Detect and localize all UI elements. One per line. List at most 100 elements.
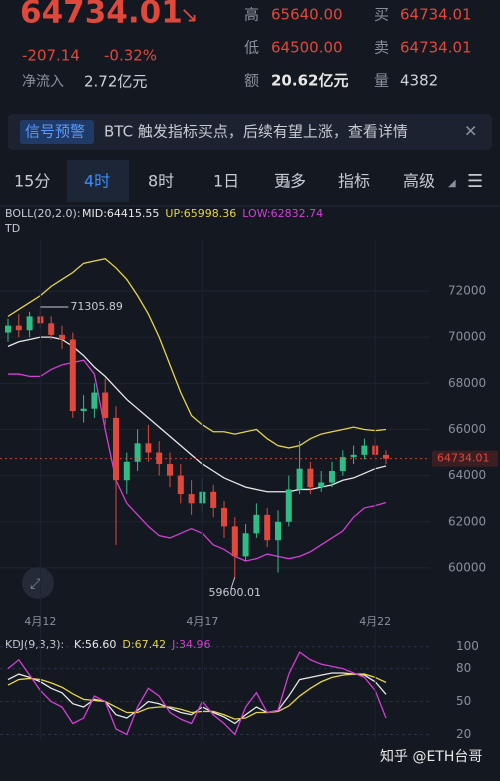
y-tick-label: 72000	[448, 284, 486, 298]
candle-body	[350, 454, 357, 458]
stat-value: 65640.00	[271, 6, 343, 24]
y-tick-label: 20	[456, 727, 471, 741]
candle-body	[285, 489, 292, 522]
y-tick-label: 66000	[448, 422, 486, 436]
dropdown-arrow: ◢	[282, 178, 290, 189]
y-tick-label: 80	[456, 661, 471, 675]
candle-body	[318, 482, 325, 488]
candle-body	[134, 443, 141, 462]
candle-body	[123, 461, 130, 481]
high-annotation: 71305.89	[70, 300, 123, 313]
tab[interactable]: 高级	[403, 172, 435, 191]
tab[interactable]: 8时	[148, 172, 174, 191]
x-tick-label: 4月12	[24, 615, 56, 628]
banner-tag: 信号预警	[25, 123, 85, 141]
zoom-button[interactable]	[22, 567, 54, 599]
y-tick-label: 100	[456, 639, 479, 653]
indicator-line	[7, 672, 387, 725]
stat-label: 高	[244, 6, 259, 24]
candle-body	[113, 417, 119, 481]
banner[interactable]	[8, 114, 492, 150]
candle-body	[339, 457, 346, 471]
candle-body	[26, 316, 33, 331]
candle-body	[296, 468, 303, 490]
y-tick-label: 68000	[448, 376, 486, 390]
legend-entry: MID:64415.55	[82, 207, 159, 220]
candle-body	[307, 468, 314, 488]
current-price-tag	[432, 450, 498, 467]
stat-value: 64500.00	[271, 39, 343, 57]
tab[interactable]: 4时	[84, 172, 110, 191]
stat-label: 额	[244, 72, 259, 90]
price: 64734.01	[20, 0, 183, 31]
candle-body	[5, 325, 11, 333]
tab[interactable]: 指标	[338, 172, 370, 191]
y-tick-label: 62000	[448, 514, 486, 528]
settings-icon[interactable]: ☰	[467, 171, 483, 192]
indicator-title: BOLL(20,2.0):	[5, 207, 81, 220]
candle-body	[102, 392, 109, 418]
indicator-line	[7, 336, 387, 493]
candle-body	[59, 334, 65, 340]
net-inflow-label: 净流入	[22, 74, 64, 90]
candle-body	[69, 339, 76, 411]
stat-value: 64734.01	[400, 39, 472, 57]
y-tick-label: 50	[456, 694, 471, 708]
candle-body	[167, 464, 173, 476]
stat-value: 4382	[400, 72, 438, 90]
stat-label: 买	[374, 6, 389, 24]
zoom-icon: ⤢	[30, 576, 41, 592]
legend-entry: K:56.60	[74, 638, 116, 651]
y-tick-label: 70000	[448, 330, 486, 344]
tab[interactable]: 更多	[274, 172, 306, 191]
x-tick-label: 4月22	[359, 615, 391, 628]
watermark: 知乎 @ETH台哥	[380, 748, 482, 765]
candle-body	[80, 408, 87, 411]
y-tick-label: 60000	[448, 560, 486, 574]
banner-tag-bg	[20, 120, 94, 144]
candle-body	[210, 491, 217, 508]
candle-body	[253, 514, 260, 534]
legend-entry: J:34.96	[171, 638, 210, 651]
candle-body	[156, 452, 163, 465]
legend-entry: D:67.42	[122, 638, 166, 651]
candle-body	[15, 325, 22, 331]
dropdown-arrow: ◢	[448, 178, 456, 189]
stat-value: 20.62亿元	[271, 72, 348, 90]
candle-body	[91, 392, 98, 409]
candle-body	[329, 471, 335, 483]
candle-body	[275, 521, 281, 541]
active-tab-bg	[67, 160, 129, 202]
change-pct: -0.32%	[104, 47, 157, 65]
candle-body	[177, 475, 184, 495]
candle-body	[242, 533, 249, 557]
indicator-line	[8, 359, 387, 562]
candle-body	[231, 526, 238, 557]
indicator-line	[7, 651, 387, 736]
down-arrow: ↘	[180, 3, 198, 28]
candle-body	[383, 454, 389, 459]
indicator-title: KDJ(9,3,3):	[5, 638, 64, 651]
close-icon[interactable]: ✕	[464, 122, 477, 141]
y-tick-label: 64000	[448, 468, 486, 482]
candle-body	[361, 445, 368, 455]
tab[interactable]: 15分	[14, 172, 50, 191]
candle-body	[221, 507, 227, 527]
banner-text: BTC 触发指标买点，后续有望上涨，查看详情	[104, 123, 408, 141]
low-annotation: 59600.01	[209, 586, 262, 599]
indicator-line	[7, 257, 387, 449]
stat-label: 低	[244, 39, 259, 57]
legend-entry: LOW:62832.74	[242, 207, 323, 220]
stat-value: 64734.01	[400, 6, 472, 24]
stat-label: 卖	[374, 39, 389, 57]
annotation-leader	[230, 576, 236, 590]
net-inflow: 2.72亿元	[84, 73, 147, 91]
current-price-label: 64734.01	[437, 452, 490, 465]
tab[interactable]: 1日	[213, 172, 239, 191]
legend-entry: UP:65998.36	[165, 207, 236, 220]
indicator-subtitle: TD	[4, 222, 20, 235]
change: -207.14	[22, 47, 80, 65]
candle-body	[264, 514, 271, 541]
candle-body	[48, 323, 55, 335]
